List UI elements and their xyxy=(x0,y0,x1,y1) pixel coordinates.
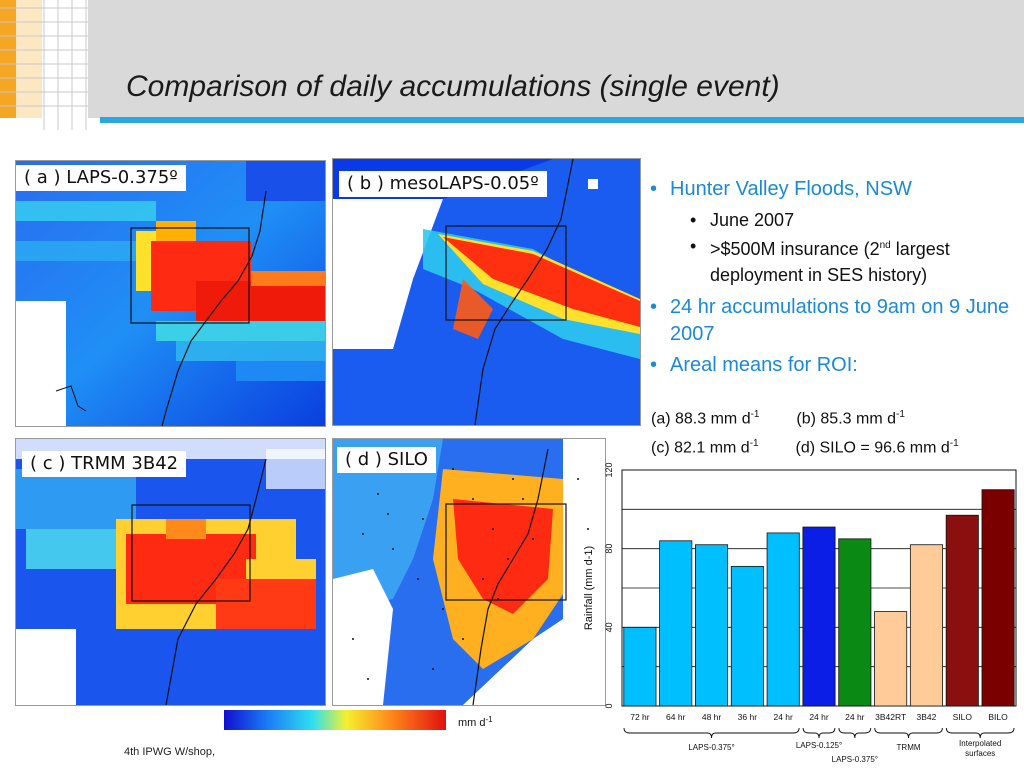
bullet-list: Hunter Valley Floods, NSW June 2007 >$50… xyxy=(648,176,1024,383)
chart-bar xyxy=(623,626,657,707)
chart-bar xyxy=(659,540,693,707)
chart-group-label: surfaces xyxy=(965,749,995,758)
chart-bar xyxy=(766,532,800,707)
slide-title: Comparison of daily accumulations (singl… xyxy=(126,70,780,103)
chart-bar xyxy=(945,514,979,707)
chart-group-label: LAPS-0.125° xyxy=(796,741,842,750)
map-panel-a: ( a ) LAPS-0.375º xyxy=(15,160,326,427)
map-a-heatmap xyxy=(16,161,325,426)
means-line-2: (c) 82.1 mm d-1 (d) SILO = 96.6 mm d-1 xyxy=(651,438,959,457)
chart-group-label: TRMM xyxy=(897,743,921,752)
chart-y-tick-label: 120 xyxy=(604,462,614,477)
map-d-heatmap xyxy=(333,439,605,705)
bullet-june-2007: June 2007 xyxy=(648,207,1024,233)
chart-x-tick-label: 3B42 xyxy=(917,712,937,722)
chart-y-tick-label: 0 xyxy=(604,703,614,708)
chart-bar xyxy=(802,526,836,707)
colorbar: mm d-1 xyxy=(222,708,512,747)
map-b-heatmap xyxy=(333,159,640,425)
chart-group-bracket xyxy=(623,727,800,739)
bullet-24hr: 24 hr accumulations to 9am on 9 June 200… xyxy=(648,294,1024,348)
map-c-heatmap xyxy=(16,439,325,705)
map-panel-c: ( c ) TRMM 3B42 xyxy=(15,438,326,706)
chart-group-label: Interpolated xyxy=(959,739,1001,748)
chart-y-tick-label: 40 xyxy=(604,622,614,632)
chart-x-tick-label: 24 hr xyxy=(845,712,865,722)
footer-text: 4th IPWG W/shop, xyxy=(124,746,216,758)
chart-bar xyxy=(981,489,1015,707)
chart-x-tick-label: 24 hr xyxy=(773,712,793,722)
chart-group-bracket xyxy=(874,727,943,739)
panel-c-label: ( c ) TRMM 3B42 xyxy=(22,451,187,477)
chart-group-label: LAPS-0.375° xyxy=(832,755,878,764)
chart-bar xyxy=(874,611,908,707)
bullet-hunter-valley: Hunter Valley Floods, NSW xyxy=(648,176,1024,203)
chart-bar xyxy=(730,565,764,707)
panel-d-label: ( d ) SILO xyxy=(337,447,436,473)
chart-group-bracket xyxy=(945,727,1015,739)
panel-b-label: ( b ) mesoLAPS-0.05º xyxy=(339,171,547,197)
chart-bar xyxy=(695,544,729,707)
map-panel-b: ( b ) mesoLAPS-0.05º xyxy=(332,158,641,426)
chart-group-bracket xyxy=(838,727,872,739)
chart-x-tick-label: 72 hr xyxy=(630,712,650,722)
bullet-areal-means: Areal means for ROI: xyxy=(648,352,1024,379)
map-panel-d: ( d ) SILO xyxy=(332,438,606,706)
chart-x-tick-label: 64 hr xyxy=(666,712,686,722)
panel-a-label: ( a ) LAPS-0.375º xyxy=(16,165,186,191)
chart-bar xyxy=(909,544,943,707)
bullet-insurance: >$500M insurance (2nd largest deployment… xyxy=(648,233,1024,288)
chart-x-tick-label: 3B42RT xyxy=(875,712,906,722)
chart-x-tick-label: BILO xyxy=(988,712,1008,722)
chart-x-tick-label: 48 hr xyxy=(702,712,722,722)
chart-bar xyxy=(838,538,872,707)
colorbar-unit: mm d-1 xyxy=(458,715,493,729)
chart-y-axis-label: Rainfall (mm d-1) xyxy=(583,546,595,630)
rainfall-bar-chart: 0 40 80 120 Rainfall (mm d-1) 72 hr 64 hr 48 hr… xyxy=(583,462,1017,764)
chart-x-tick-label: 24 hr xyxy=(809,712,829,722)
chart-group-label: LAPS-0.375° xyxy=(688,743,734,752)
slide-header-decoration xyxy=(0,0,1024,130)
colorbar-svg: mm d-1 xyxy=(224,710,493,730)
means-line-1: (a) 88.3 mm d-1 (b) 85.3 mm d-1 xyxy=(651,409,905,428)
chart-x-tick-label: SILO xyxy=(953,712,973,722)
chart-x-tick-label: 36 hr xyxy=(738,712,758,722)
chart-y-tick-label: 80 xyxy=(604,544,614,554)
chart-group-bracket xyxy=(802,727,836,739)
